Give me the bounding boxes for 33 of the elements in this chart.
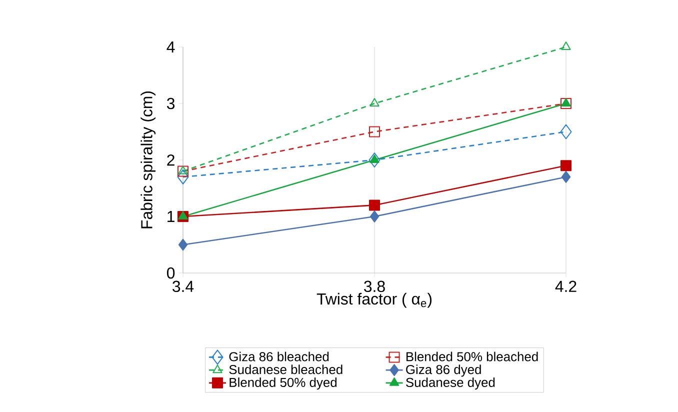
point bbox=[369, 200, 380, 211]
legend-label: Blended 50% bleached bbox=[406, 352, 538, 362]
y-tick-label: 0 bbox=[166, 267, 175, 279]
point bbox=[178, 166, 188, 174]
point bbox=[370, 154, 380, 163]
point bbox=[560, 124, 572, 140]
point bbox=[177, 169, 189, 184]
legend-label: Giza 86 bleached bbox=[229, 352, 329, 362]
y-tick-label: 1 bbox=[168, 211, 174, 222]
y-axis-title: Fabric spirality (cm) bbox=[140, 92, 156, 228]
point bbox=[560, 98, 572, 109]
point bbox=[561, 170, 571, 183]
y-tick-label: 4 bbox=[166, 42, 175, 52]
point bbox=[370, 98, 380, 106]
point bbox=[560, 160, 572, 172]
x-tick-label: 4.2 bbox=[555, 280, 576, 292]
legend-label: Sudanese dyed bbox=[406, 377, 495, 390]
legend-label: Blended 50% dyed bbox=[230, 377, 337, 390]
point bbox=[561, 42, 571, 50]
point bbox=[178, 166, 189, 177]
x-tick-label: 3.4 bbox=[172, 280, 194, 292]
legend-label: Sudanese bleached bbox=[229, 364, 342, 374]
point bbox=[369, 126, 380, 138]
y-tick-label: 2 bbox=[167, 154, 174, 166]
y-tick-label: 3 bbox=[166, 98, 175, 110]
legend-label: Giza 86 dyed bbox=[406, 364, 481, 377]
point bbox=[178, 211, 188, 220]
x-axis-title: Twist factor ( α$_{e}$) bbox=[316, 292, 432, 308]
point bbox=[178, 238, 188, 251]
point bbox=[370, 210, 380, 222]
point bbox=[368, 152, 380, 168]
x-tick-label: 3.8 bbox=[364, 280, 385, 292]
point bbox=[561, 98, 571, 106]
